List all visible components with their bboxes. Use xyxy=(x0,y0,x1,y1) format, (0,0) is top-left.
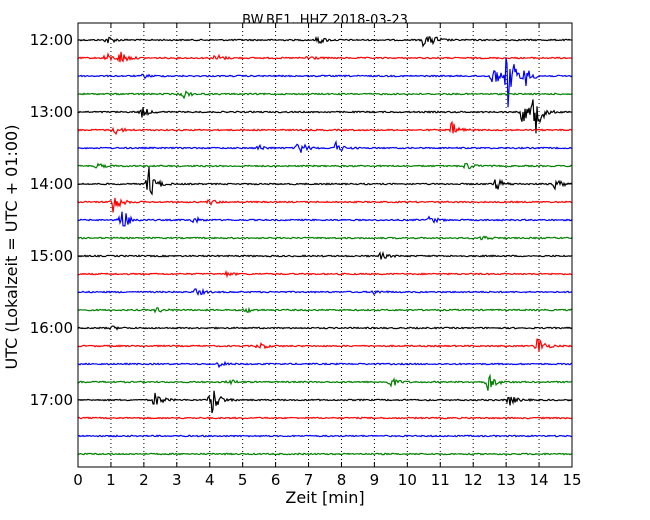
trace-1615 xyxy=(77,338,573,352)
trace-1330 xyxy=(77,139,572,153)
x-tick-label: 7 xyxy=(304,471,314,489)
x-axis-label: Zeit [min] xyxy=(285,488,364,507)
x-tick-label: 9 xyxy=(370,471,380,489)
trace-1400 xyxy=(77,166,573,196)
trace-1545 xyxy=(77,306,573,314)
trace-1645 xyxy=(77,373,573,391)
trace-1500 xyxy=(77,250,573,260)
trace-1445 xyxy=(77,235,573,241)
x-tick-label: 2 xyxy=(139,471,149,489)
x-tick-label: 10 xyxy=(398,471,417,489)
x-tick-label: 14 xyxy=(530,471,549,489)
y-axis-label: UTC (Lokalzeit = UTC + 01:00) xyxy=(2,125,21,370)
x-tick-label: 15 xyxy=(562,471,581,489)
seismic-traces xyxy=(77,35,573,456)
x-tick-label: 6 xyxy=(271,471,281,489)
x-tick-label: 12 xyxy=(464,471,483,489)
trace-1245 xyxy=(77,90,573,100)
trace-1430 xyxy=(77,211,573,227)
trace-1715 xyxy=(77,416,573,420)
x-tick-label: 1 xyxy=(106,471,116,489)
x-tick-label: 4 xyxy=(205,471,215,489)
y-tick-label: 17:00 xyxy=(30,391,73,409)
trace-1315 xyxy=(77,120,573,136)
trace-1415 xyxy=(77,197,573,213)
trace-1200 xyxy=(77,35,573,48)
plot-frame xyxy=(77,22,573,468)
trace-1630 xyxy=(77,360,573,369)
trace-1730 xyxy=(77,434,573,438)
x-tick-label: 0 xyxy=(73,471,83,489)
y-tick-label: 12:00 xyxy=(30,31,73,49)
trace-1530 xyxy=(77,287,573,297)
axis-ticks: 0 1 2 3 4 5 6 7 8 9 10 11 12 13 14 1512:0013:0014:0015:… xyxy=(30,23,582,489)
trace-1215 xyxy=(77,51,573,63)
trace-1515 xyxy=(77,269,573,279)
y-tick-label: 13:00 xyxy=(30,103,73,121)
y-tick-label: 15:00 xyxy=(30,247,73,265)
trace-1700 xyxy=(77,390,573,414)
trace-1230 xyxy=(77,57,573,108)
trace-1600 xyxy=(77,325,573,331)
plot-area xyxy=(78,23,572,467)
x-tick-label: 5 xyxy=(238,471,248,489)
trace-1745 xyxy=(77,452,573,456)
x-tick-label: 11 xyxy=(431,471,450,489)
trace-1345 xyxy=(77,162,573,170)
x-tick-label: 8 xyxy=(337,471,347,489)
x-tick-label: 13 xyxy=(497,471,516,489)
x-tick-label: 3 xyxy=(172,471,182,489)
y-tick-label: 16:00 xyxy=(30,319,73,337)
trace-1300 xyxy=(77,99,573,134)
y-tick-label: 14:00 xyxy=(30,175,73,193)
